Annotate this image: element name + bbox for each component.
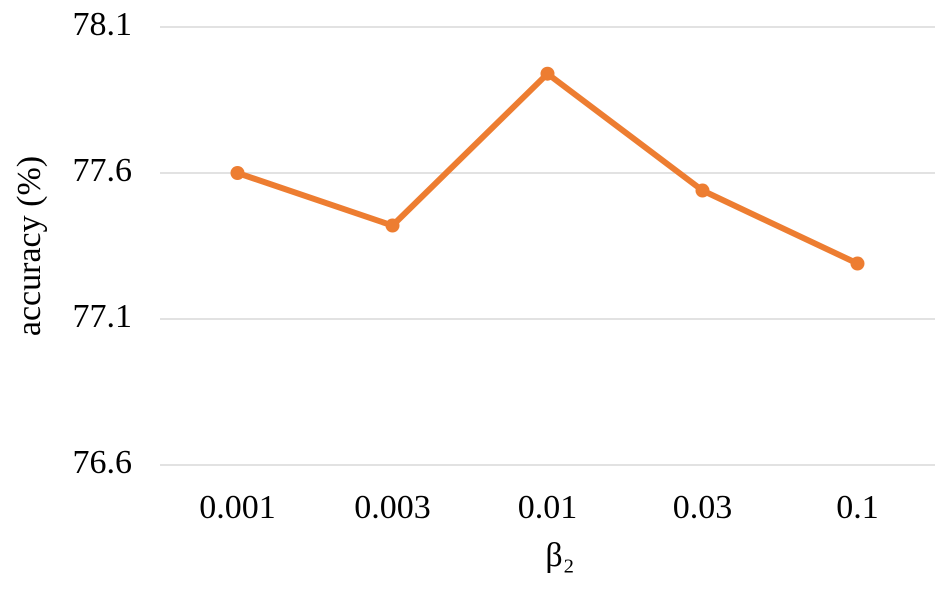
y-tick-label: 78.1 (73, 6, 133, 43)
y-tick-label: 77.6 (73, 152, 133, 189)
x-axis-title: β₂ (545, 537, 574, 574)
marker (695, 183, 710, 198)
y-tick-label: 77.1 (73, 298, 133, 335)
marker (850, 256, 865, 271)
marker (540, 66, 555, 81)
y-tick-label: 76.6 (73, 444, 133, 481)
x-tick-label: 0.003 (354, 489, 431, 526)
marker (385, 218, 400, 233)
x-tick-label: 0.03 (673, 489, 733, 526)
x-tick-label: 0.01 (518, 489, 578, 526)
x-tick-label: 0.1 (836, 489, 879, 526)
x-tick-label: 0.001 (199, 489, 276, 526)
y-axis-title: accuracy (%) (11, 156, 48, 336)
marker (230, 166, 245, 180)
line (234, 70, 861, 267)
